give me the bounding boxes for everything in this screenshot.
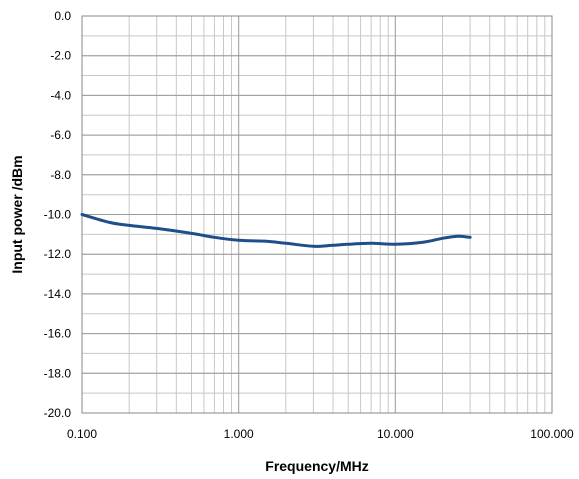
- grid: [81, 15, 552, 414]
- y-tick-label: -16.0: [44, 327, 72, 341]
- y-tick-labels: 0.0 -2.0 -4.0 -6.0 -8.0 -10.0 -12.0 -14.0 -16.0 -…: [44, 9, 72, 420]
- y-tick-label: -18.0: [44, 366, 72, 380]
- y-axis-title: Input power /dBm: [9, 155, 25, 273]
- y-tick-label: -6.0: [50, 128, 71, 142]
- x-tick-label: 10.000: [377, 427, 414, 441]
- series-layer: [80, 213, 472, 248]
- y-tick-label: -8.0: [50, 168, 71, 182]
- y-tick-label: -20.0: [44, 406, 72, 420]
- x-tick-labels: 0.100 1.000 10.000 100.000: [67, 427, 574, 441]
- x-tick-label: 0.100: [67, 427, 97, 441]
- y-tick-label: -14.0: [44, 287, 72, 301]
- y-tick-label: -4.0: [50, 88, 71, 102]
- x-tick-label: 100.000: [530, 427, 574, 441]
- y-tick-label: -10.0: [44, 208, 72, 222]
- x-tick-label: 1.000: [224, 427, 254, 441]
- y-tick-label: -12.0: [44, 247, 72, 261]
- x-axis-title: Frequency/MHz: [265, 458, 368, 474]
- y-tick-label: 0.0: [54, 9, 71, 23]
- series-line: [80, 213, 472, 248]
- y-tick-label: -2.0: [50, 49, 71, 63]
